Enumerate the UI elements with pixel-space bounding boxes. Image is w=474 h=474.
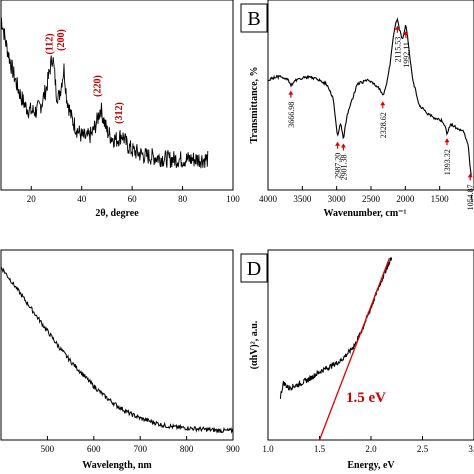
peak-arrowhead (394, 25, 400, 30)
x-tick-label: 3500 (293, 194, 312, 204)
x-tick-label: 10 (470, 194, 474, 204)
panel-d-letter: D (247, 258, 261, 280)
x-tick-label: 40 (77, 194, 87, 204)
panel-a-peak-labels: (112) (200) (220) (312) (45, 29, 125, 124)
panel-b-y-axis-title: Transmittance, % (249, 66, 260, 143)
ftir-peak-label: 3666.98 (287, 102, 296, 128)
x-tick-label: 700 (133, 444, 147, 454)
ftir-peak-label: 2115.53 (393, 37, 402, 63)
xrd-peak-label: (112) (45, 33, 56, 54)
x-tick-label: 800 (180, 444, 194, 454)
x-tick-label: 500 (41, 444, 55, 454)
x-tick-label: 2500 (362, 194, 381, 204)
ftir-peak-label: 1393.32 (443, 149, 452, 175)
ftir-peak-label: 1992.11 (402, 42, 411, 68)
ftir-peak-label: 2328.62 (379, 112, 388, 138)
x-tick-label: 1500 (431, 194, 450, 204)
panel-b-letter: B (247, 8, 260, 30)
x-tick-label: 2000 (396, 194, 415, 204)
peak-arrowhead (340, 143, 346, 148)
peak-arrowhead (403, 31, 409, 36)
panel-d-linear-fit-line (318, 257, 391, 441)
x-tick-label: 600 (87, 444, 101, 454)
ftir-peak-label: 2901.38 (339, 154, 348, 180)
panel-a-x-axis-title: 2θ, degree (95, 208, 139, 219)
panel-a: 20 40 60 80 100 (112) (200) (220) (312) 2θ, deg… (0, 0, 240, 219)
panel-c: 500 600 700 800 900 Wavelength, nm (0, 249, 240, 471)
panel-b-ftir-curve (267, 17, 472, 177)
peak-arrowhead (380, 101, 386, 106)
panel-b: B 4000 3500 3000 2500 2000 1500 10 3666.98 2987… (240, 0, 474, 219)
panel-d-y-axis-title: (αhV)², a.u. (249, 320, 260, 369)
panel-d: D 1.0 1.5 2.0 2.5 3.0 1.5 eV Energy, eV (αhV… (240, 249, 474, 471)
x-tick-label: 2.0 (365, 444, 377, 454)
panel-b-letter-box (240, 3, 268, 33)
panel-c-absorbance-curve (0, 266, 234, 434)
panel-d-frame (267, 249, 474, 441)
x-tick-label: 80 (178, 194, 188, 204)
panel-b-x-axis-title: Wavenumber, cm⁻¹ (324, 208, 407, 219)
x-tick-label: 2.5 (417, 444, 429, 454)
x-tick-label: 60 (128, 194, 138, 204)
x-tick-label: 1.5 (314, 444, 326, 454)
x-tick-label: 20 (27, 194, 37, 204)
panel-c-x-axis-title: Wavelength, nm (82, 460, 152, 471)
xrd-peak-label: (220) (93, 75, 104, 97)
panel-a-x-ticks: 20 40 60 80 100 (27, 186, 240, 204)
xrd-peak-label: (312) (114, 102, 125, 124)
panel-d-x-ticks: 1.0 1.5 2.0 2.5 3.0 (262, 436, 474, 454)
panel-d-x-axis-title: Energy, eV (347, 460, 395, 471)
panel-d-band-gap-label: 1.5 eV (346, 390, 386, 406)
xrd-peak-label: (200) (56, 29, 67, 51)
panel-a-frame (0, 0, 234, 191)
ftir-peak-label: 1054.87 (466, 184, 474, 210)
peak-arrowhead (335, 141, 341, 146)
peak-arrowhead (288, 90, 294, 95)
panel-c-frame (0, 249, 234, 441)
panel-c-x-ticks: 500 600 700 800 900 (41, 436, 240, 454)
x-tick-label: 3000 (328, 194, 347, 204)
panel-b-x-ticks: 4000 3500 3000 2500 2000 1500 10 (259, 186, 474, 204)
panel-d-tauc-curve (279, 257, 393, 399)
peak-arrowhead (444, 138, 450, 143)
x-tick-label: 3.0 (468, 444, 474, 454)
x-tick-label: 100 (226, 194, 240, 204)
peak-arrowhead (467, 173, 473, 178)
x-tick-label: 1.0 (262, 444, 274, 454)
ftir-peak-label: 2987.20 (334, 153, 343, 179)
x-tick-label: 4000 (259, 194, 278, 204)
x-tick-label: 900 (226, 444, 240, 454)
panel-a-xrd-curve (0, 16, 209, 169)
panel-d-letter-box (240, 253, 268, 283)
